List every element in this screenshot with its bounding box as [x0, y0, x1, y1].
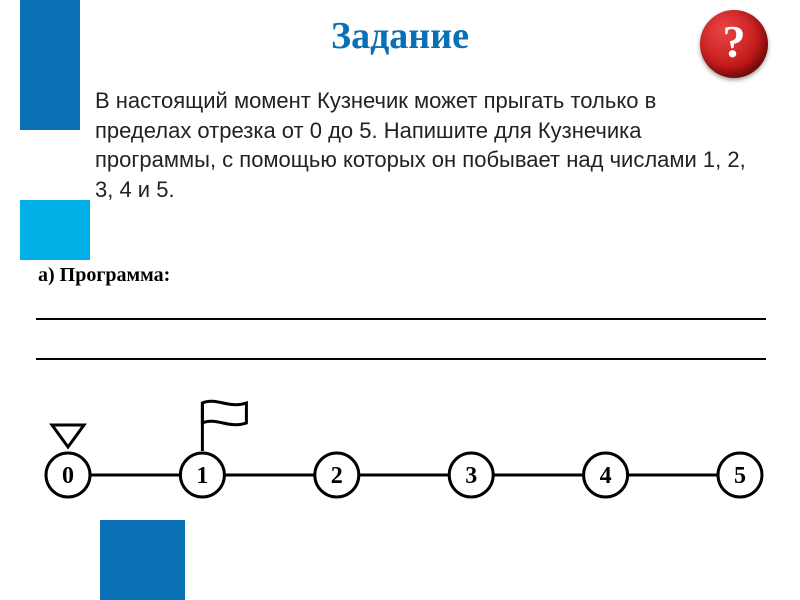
number-label: 0 — [62, 463, 74, 489]
number-label: 2 — [331, 463, 343, 489]
start-marker-icon — [52, 425, 84, 447]
flag-icon — [202, 401, 246, 424]
decorative-blue-bottom — [100, 520, 185, 600]
decorative-cyan-block — [20, 200, 90, 260]
help-icon[interactable]: ? — [700, 10, 768, 78]
number-label: 1 — [196, 463, 208, 489]
number-line-diagram: 0 1 2 3 4 5 — [30, 380, 770, 510]
answer-line-1 — [36, 318, 766, 320]
number-label: 3 — [465, 463, 477, 489]
answer-line-2 — [36, 358, 766, 360]
number-label: 4 — [600, 463, 612, 489]
page-title: Задание — [0, 14, 800, 58]
number-label: 5 — [734, 463, 746, 489]
program-label: а) Программа: — [38, 264, 170, 287]
task-text: В настоящий момент Кузнечик может прыгат… — [95, 86, 755, 205]
